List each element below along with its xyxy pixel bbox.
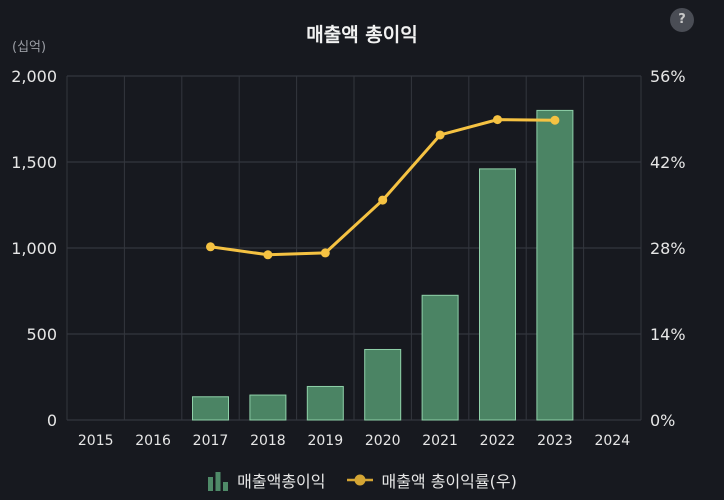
x-tick-label: 2021 xyxy=(422,433,458,449)
x-tick-label: 2020 xyxy=(365,433,401,449)
line-series xyxy=(206,115,560,260)
line-point[interactable] xyxy=(550,115,560,125)
line-point[interactable] xyxy=(320,248,330,258)
line-point[interactable] xyxy=(493,115,502,125)
legend-label-line: 매출액 총이익률(우) xyxy=(381,472,517,491)
line-marker-icon xyxy=(347,474,374,486)
y-left-tick-label: 2,000 xyxy=(11,67,57,86)
bar[interactable] xyxy=(249,394,287,421)
legend-item-line[interactable]: 매출액 총이익률(우) xyxy=(347,468,517,492)
bar[interactable] xyxy=(479,168,516,421)
legend-label-bar: 매출액총이익 xyxy=(237,472,326,491)
bar[interactable] xyxy=(364,348,402,421)
x-tick-label: 2023 xyxy=(537,433,573,449)
help-button[interactable]: ? xyxy=(670,8,694,32)
legend-item-bar[interactable]: 매출액총이익 xyxy=(207,468,325,492)
axis-labels: 0 500 1,000 1,500 2,000 0% 14% 28% 42% 56% 2015 201… xyxy=(11,67,685,449)
x-tick-label: 2015 xyxy=(78,433,114,449)
y-left-tick-label: 1,500 xyxy=(11,153,57,172)
y-right-tick-label: 0% xyxy=(650,411,675,430)
y-left-tick-label: 500 xyxy=(26,325,57,344)
y-left-tick-label: 0 xyxy=(47,411,57,430)
x-tick-label: 2024 xyxy=(594,433,630,449)
chart-title: 매출액 총이익 xyxy=(306,24,418,46)
x-tick-label: 2019 xyxy=(307,433,343,449)
line-point[interactable] xyxy=(378,195,388,205)
bar[interactable] xyxy=(421,294,459,421)
line-point[interactable] xyxy=(263,250,273,260)
x-tick-label: 2017 xyxy=(193,433,229,449)
y-right-tick-label: 56% xyxy=(650,67,686,86)
y-right-tick-label: 42% xyxy=(650,153,686,172)
x-tick-label: 2016 xyxy=(135,433,171,449)
x-tick-label: 2018 xyxy=(250,433,286,449)
legend: 매출액총이익 매출액 총이익률(우) xyxy=(0,468,724,492)
bar-series xyxy=(192,109,574,421)
y-left-tick-label: 1,000 xyxy=(11,239,57,258)
grid-lines xyxy=(66,75,642,421)
line-point[interactable] xyxy=(206,242,215,252)
bar[interactable] xyxy=(536,109,574,421)
line-point[interactable] xyxy=(435,130,445,140)
bar[interactable] xyxy=(306,385,344,421)
y-axis-unit-label: (십억) xyxy=(12,40,47,55)
y-right-tick-label: 14% xyxy=(650,325,686,344)
bar[interactable] xyxy=(192,396,229,421)
y-right-tick-label: 28% xyxy=(650,239,686,258)
x-tick-label: 2022 xyxy=(480,433,516,449)
bar-chart-icon xyxy=(208,472,229,491)
